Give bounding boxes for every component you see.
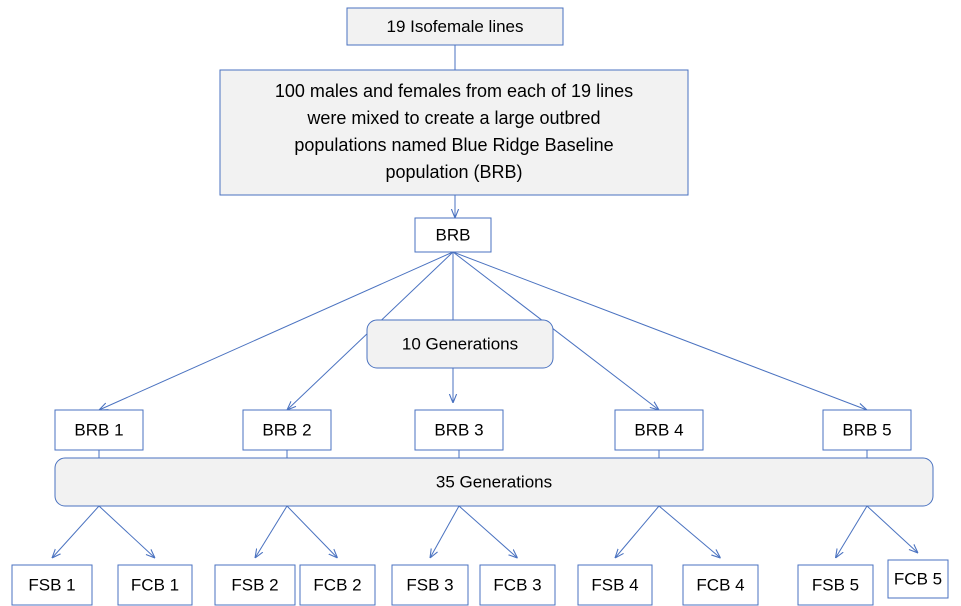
node-box [117,564,193,606]
node-label: 35 Generations [436,472,552,491]
connector [458,505,518,558]
node-label: BRB 5 [842,420,891,439]
node-label: FCB 4 [696,575,744,594]
node-label: BRB 4 [634,420,683,439]
node-label: FSB 4 [591,575,638,594]
edges [52,45,918,558]
connector [430,505,460,558]
node-label: FCB 5 [894,569,942,588]
node-box [346,7,564,46]
node-box [414,409,504,451]
node-label: FSB 2 [231,575,278,594]
connector [615,505,660,558]
node-box [366,319,554,369]
node-label: BRB 2 [262,420,311,439]
node-box [822,409,912,451]
connector [658,505,721,558]
node-label: FCB 3 [493,575,541,594]
node-label: 10 Generations [402,334,518,353]
node-box [577,564,653,606]
node-box [54,409,144,451]
node-box [54,457,934,507]
node-box [414,217,492,253]
node-label: populations named Blue Ridge Baseline [294,135,613,155]
connector [98,505,155,558]
connector [866,505,918,553]
node-box [219,69,689,196]
node-label: were mixed to create a large outbred [306,108,600,128]
connector [286,505,338,558]
node-box [797,564,874,606]
node-label: BRB 3 [434,420,483,439]
connector [99,251,454,410]
node-box [887,559,949,599]
node-box [391,564,469,606]
node-label: BRB 1 [74,420,123,439]
connector [836,505,868,558]
node-box [11,564,93,606]
connector [452,251,867,410]
node-box [242,409,332,451]
node-label: 19 Isofemale lines [386,17,523,36]
node-box [614,409,704,451]
connector [452,251,659,410]
node-box [214,564,296,606]
node-label: FCB 2 [313,575,361,594]
connector [52,505,100,558]
node-label: FCB 1 [131,575,179,594]
node-box [299,564,376,606]
node-label: population (BRB) [385,162,522,182]
connector [255,505,288,558]
node-label: 100 males and females from each of 19 li… [275,81,633,101]
node-box [479,564,556,606]
node-label: FSB 3 [406,575,453,594]
node-box [682,564,759,606]
node-label: FSB 5 [812,575,859,594]
boxes: 19 Isofemale lines 100 males and females … [11,7,949,606]
node-label: FSB 1 [28,575,75,594]
node-label: BRB [436,225,471,244]
